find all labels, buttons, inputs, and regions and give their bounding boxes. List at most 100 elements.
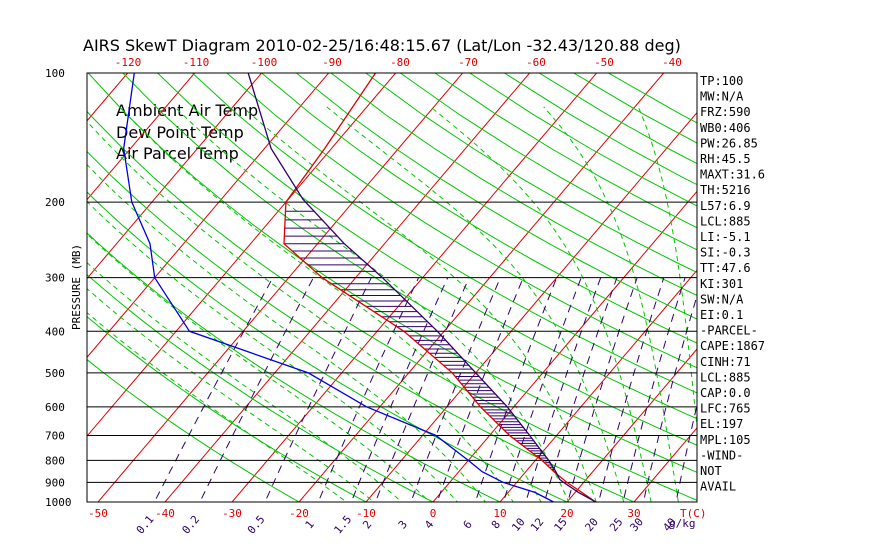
mixing-ratio-tick-label: 6 [461,518,475,531]
mixing-ratio-line [598,277,665,502]
moist-adiabat-line [87,288,375,502]
mixing-ratio-line [525,277,602,502]
dry-adiabat-line [261,73,697,344]
legend-dew-point-temp: Dew Point Temp [116,123,244,142]
stability-index-item: LI:-5.1 [700,230,751,244]
isotherm-line [87,73,330,359]
temp-tick-label: 20 [560,507,573,520]
air-parcel-temp-curve [247,73,597,502]
moist-adiabat-line [637,106,697,431]
isotherm-line [0,63,2,511]
stability-index-item: PW:26.85 [700,136,758,150]
pressure-tick-label: 100 [45,67,65,80]
stability-index-item: LCL:885 [700,370,751,384]
mixing-ratio-tick-label: 25 [607,515,625,534]
stability-index-item: SW:N/A [700,292,744,306]
pressure-tick-label: 800 [45,454,65,467]
mixing-ratio-line [474,277,558,502]
isotherm-line [432,190,697,502]
top-temp-tick-label: -110 [183,56,210,69]
dry-adiabat-line [122,73,697,446]
mixing-ratio-tick-label: 2 [360,518,374,531]
dry-adiabat-line [157,73,697,420]
mixing-ratio-line [642,294,697,502]
moist-adiabat-line [430,106,652,502]
mixing-ratio-tick-label: 1.5 [332,513,355,537]
mixing-ratio-line [436,277,524,502]
dew-point-temp-curve [123,73,554,502]
isotherm-line [365,111,697,502]
temp-tick-label: 30 [627,507,640,520]
stability-index-item: -WIND- [700,448,743,462]
stability-index-item: TP:100 [700,74,743,88]
temp-tick-label: -50 [88,507,108,520]
mixing-ratio-line [374,277,470,502]
stability-index-item: SI:-0.3 [700,246,751,260]
stability-index-item: MAXT:31.6 [700,168,765,182]
isotherm-line [566,348,697,502]
isotherm-line [0,63,69,511]
moist-adiabat-line [326,106,625,502]
chart-title: AIRS SkewT Diagram 2010-02-25/16:48:15.6… [83,36,681,55]
mixing-ratio-tick-label: 12 [528,515,546,534]
stability-index-item: FRZ:590 [700,105,751,119]
dry-adiabat-line [365,73,697,274]
plot-frame [86,72,698,503]
dry-adiabat-line [226,73,697,369]
sounding-curves [123,73,597,502]
isotherm-line [87,73,196,201]
dry-adiabat-line [87,273,435,502]
y-axis-label: PRESSURE (MB) [70,244,83,330]
top-temp-tick-label: -50 [594,56,614,69]
temp-tick-label: -10 [356,507,376,520]
moist-adiabat-line [174,106,570,502]
dry-adiabat-line [191,73,697,394]
pressure-tick-label: 1000 [45,496,72,509]
mixing-ratio-tick-label: 8 [489,518,503,531]
isotherm-line [760,63,870,511]
pressure-tick-label: 200 [45,196,65,209]
pressure-tick-label: 500 [45,367,65,380]
chart-legend: Ambient Air Temp Dew Point Temp Air Parc… [116,101,258,163]
legend-ambient-air-temp: Ambient Air Temp [116,101,258,120]
dry-adiabat-line [330,73,697,297]
stability-index-item: NOT [700,464,722,478]
moist-adiabat-line [119,106,542,502]
pressure-tick-label: 700 [45,430,65,443]
mixing-ratio-tick-label: 1 [303,518,317,531]
stability-index-item: RH:45.5 [700,152,751,166]
temp-tick-label: -30 [222,507,242,520]
isotherm-line [827,63,870,511]
temp-tick-label: -40 [155,507,175,520]
moist-adiabat-line [87,233,431,502]
mixing-ratio-line [622,277,686,502]
stability-index-item: WB0:406 [700,121,751,135]
moist-adiabat-line [543,106,679,502]
isotherm-line [87,73,397,437]
mixing-ratio-line [567,277,638,502]
mixing-ratio-tick-label: 3 [396,518,410,531]
dry-adiabat-line [434,73,697,229]
top-temp-tick-label: -80 [390,56,410,69]
temp-axis-unit-label: T(C) [680,507,707,520]
isotherm-line [97,73,464,502]
dry-adiabat-line [504,73,697,186]
isotherm-line [298,73,665,502]
stability-index-item: LCL:885 [700,214,751,228]
top-temp-tick-label: -90 [322,56,342,69]
dry-adiabat-line [295,73,697,320]
stability-index-item: EI:0.1 [700,308,743,322]
isotherm-line [87,73,263,280]
mixing-ratio-tick-label: 0.1 [134,513,157,537]
stability-index-item: TT:47.6 [700,261,751,275]
top-temp-tick-label: -100 [251,56,278,69]
pressure-tick-label: 400 [45,325,65,338]
stability-index-item: CAPE:1867 [700,339,765,353]
top-temp-tick-label: -60 [526,56,546,69]
mixing-ratio-line [410,277,501,502]
mixing-ratio-line [350,277,449,502]
background-lines [0,63,870,511]
mixing-ratio-line [543,277,618,502]
